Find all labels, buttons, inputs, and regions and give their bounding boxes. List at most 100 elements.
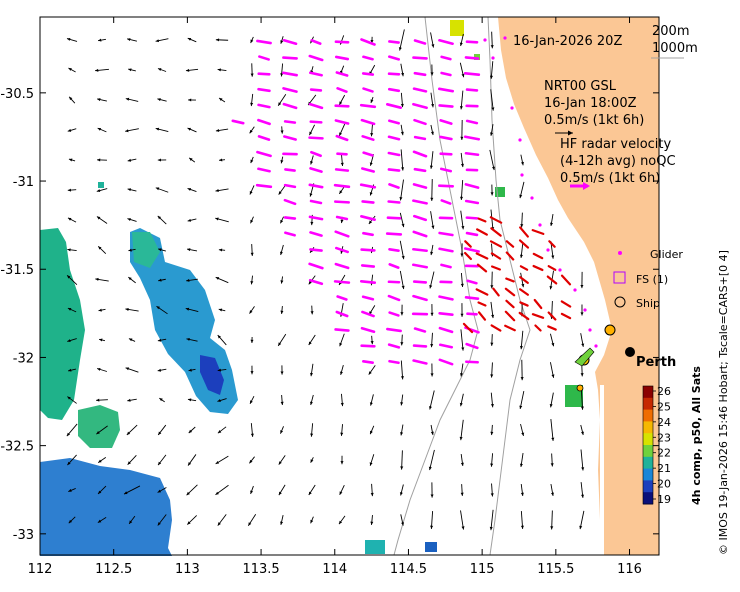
colorbar-swatch [643, 409, 653, 422]
model-arrow [156, 305, 168, 315]
model-arrow [490, 184, 494, 196]
model-arrow [280, 216, 284, 224]
model-arrow [460, 510, 465, 530]
land-area [498, 17, 659, 555]
model-arrow [127, 398, 137, 402]
sst-patch-west-blue [40, 458, 172, 556]
glider-track [483, 36, 598, 348]
model-arrow [460, 152, 464, 168]
model-arrow [400, 394, 404, 406]
model-arrow [430, 304, 434, 316]
radar-arrow [359, 183, 377, 189]
model-arrow [158, 248, 166, 252]
model-arrow [67, 128, 77, 132]
hf-arrow [519, 226, 529, 238]
radar-arrow [336, 152, 348, 156]
radar-arrow [438, 247, 454, 253]
model-arrow [98, 338, 106, 342]
model-arrow [96, 425, 108, 435]
model-arrow [249, 306, 255, 314]
radar-arrow [283, 135, 297, 141]
plot-frame [39, 16, 660, 556]
model-arrow [277, 333, 287, 347]
radar-arrow [309, 88, 323, 92]
radar-arrow [386, 327, 402, 333]
hf-arrow [464, 240, 472, 248]
model-arrow [68, 516, 76, 524]
model-arrow [280, 276, 284, 284]
radar-arrow [465, 231, 479, 237]
model-arrow [215, 217, 229, 223]
model-arrow [489, 149, 495, 171]
model-arrow [127, 455, 137, 465]
model-arrow [278, 455, 286, 465]
radar-arrow [388, 359, 400, 365]
model-arrow [95, 68, 109, 72]
radar-arrow [465, 119, 479, 125]
hf-arrow [547, 265, 557, 271]
glider-cluster [574, 347, 595, 367]
sst-patch-fs-green [495, 187, 505, 197]
model-arrow [460, 484, 464, 496]
radar-arrow [440, 71, 452, 77]
model-arrow [97, 485, 107, 495]
model-arrow [280, 63, 284, 77]
model-arrow [430, 179, 434, 201]
model-arrow [157, 487, 167, 493]
radar-label-line2: (4-12h avg) noQC [560, 154, 676, 169]
model-arrow [250, 275, 254, 285]
hf-arrow [504, 310, 516, 322]
radar-arrow [336, 295, 348, 301]
radar-arrow [439, 167, 453, 173]
model-arrow [430, 124, 434, 136]
model-arrow [215, 484, 229, 496]
model-arrow [428, 390, 435, 410]
model-arrow [369, 394, 374, 406]
y-tick-label: -32 [13, 351, 34, 366]
model-arrow [580, 449, 585, 471]
model-arrow [369, 454, 375, 466]
radar-arrow [335, 134, 349, 142]
model-arrow [550, 484, 554, 496]
model-arrow [247, 514, 257, 526]
radar-arrow [387, 87, 401, 93]
glider-dot [583, 308, 587, 312]
model-arrow [459, 33, 464, 47]
radar-arrow [360, 344, 376, 348]
model-arrow [430, 32, 435, 48]
radar-arrow [464, 151, 480, 157]
model-arrow [338, 94, 346, 106]
sst-patch-small-cyan [98, 182, 104, 188]
model-arrow [217, 426, 227, 434]
model-arrow [67, 368, 77, 372]
radar-arrow [308, 262, 324, 270]
colorbar-swatch [643, 445, 653, 458]
model-arrow [490, 362, 494, 378]
model-arrow [400, 304, 404, 316]
x-tick-label: 113.5 [242, 562, 279, 577]
model-arrow [98, 38, 106, 42]
glider-dot [491, 56, 495, 60]
hf-arrow [505, 240, 515, 248]
model-arrow [250, 93, 254, 107]
model-arrow [128, 515, 136, 525]
model-arrow [280, 156, 284, 164]
model-arrow [400, 360, 404, 380]
model-arrow [400, 450, 404, 470]
model-arrow [550, 453, 554, 467]
radar-arrow [466, 279, 478, 285]
model-arrow [123, 485, 141, 495]
model-arrow [278, 484, 286, 496]
hf-arrow [489, 216, 503, 224]
sst-patch-top-green [474, 54, 480, 60]
model-arrow [430, 211, 435, 229]
radar-arrow [256, 39, 272, 45]
colorbar-tick-label: 26 [657, 385, 671, 398]
model-arrow [249, 185, 255, 195]
radar-arrow [282, 87, 298, 93]
model-arrow [398, 29, 405, 51]
radar-arrow [359, 103, 377, 109]
x-tick-label: 114.5 [390, 562, 427, 577]
ship-markers [574, 324, 616, 392]
hf-arrow [504, 287, 516, 297]
